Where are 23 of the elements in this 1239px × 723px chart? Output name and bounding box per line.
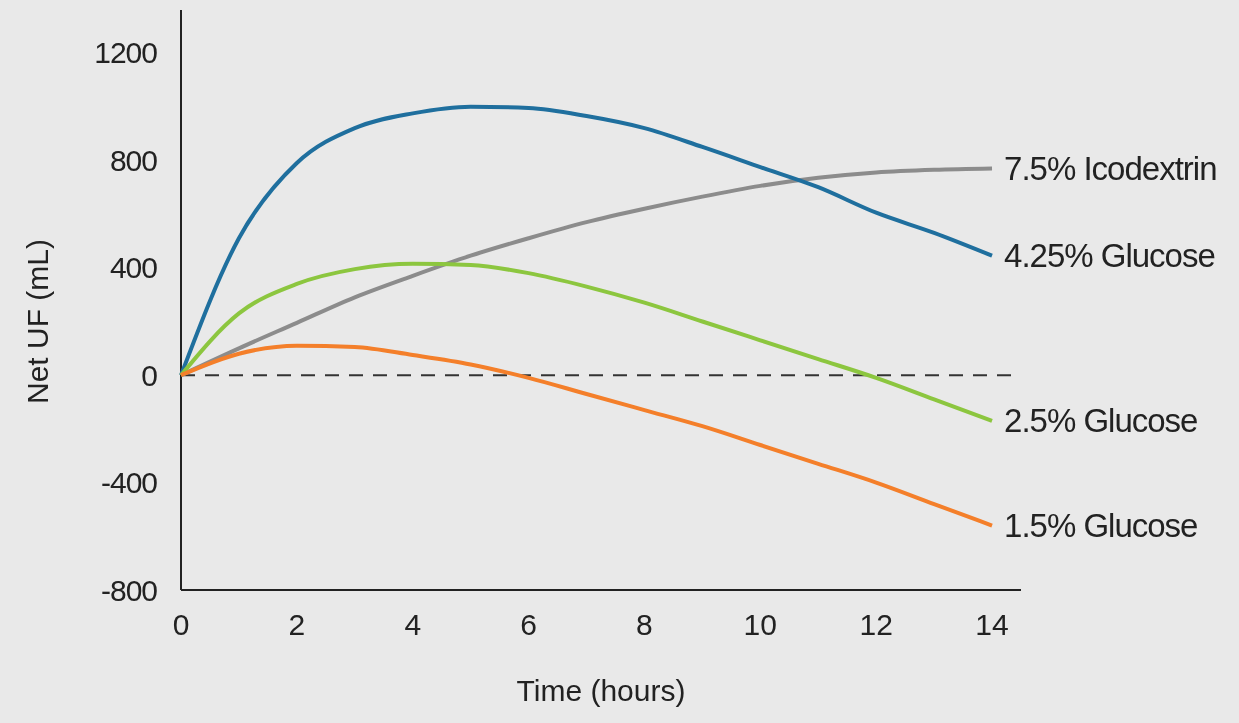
series-label: 2.5% Glucose: [1004, 402, 1198, 440]
line-series: [179, 261, 995, 423]
y-tick-label: -800: [100, 573, 158, 607]
x-tick-label: 8: [636, 608, 653, 641]
y-tick-label: 1200: [94, 36, 158, 70]
y-tick-label: 800: [109, 143, 158, 177]
x-tick-label: 14: [975, 608, 1009, 641]
x-tick-label: 0: [172, 608, 190, 641]
y-axis-title: Net UF (mL): [21, 238, 54, 404]
series-label: 4.25% Glucose: [1004, 237, 1215, 275]
x-tick-label: 6: [520, 608, 537, 641]
x-tick-label: 4: [404, 608, 422, 641]
series-label: 1.5% Glucose: [1004, 507, 1198, 545]
y-tick-label: 0: [141, 358, 158, 392]
x-axis-title: Time (hours): [516, 674, 686, 707]
y-tick-label: -400: [100, 466, 158, 500]
series-label: 7.5% Icodextrin: [1004, 149, 1217, 187]
line-series: [179, 343, 995, 528]
x-tick-label: 2: [288, 608, 306, 641]
y-tick-label: 400: [109, 251, 158, 285]
x-tick-label: 10: [743, 608, 777, 641]
line-series: [179, 104, 995, 378]
x-tick-label: 12: [859, 608, 893, 641]
